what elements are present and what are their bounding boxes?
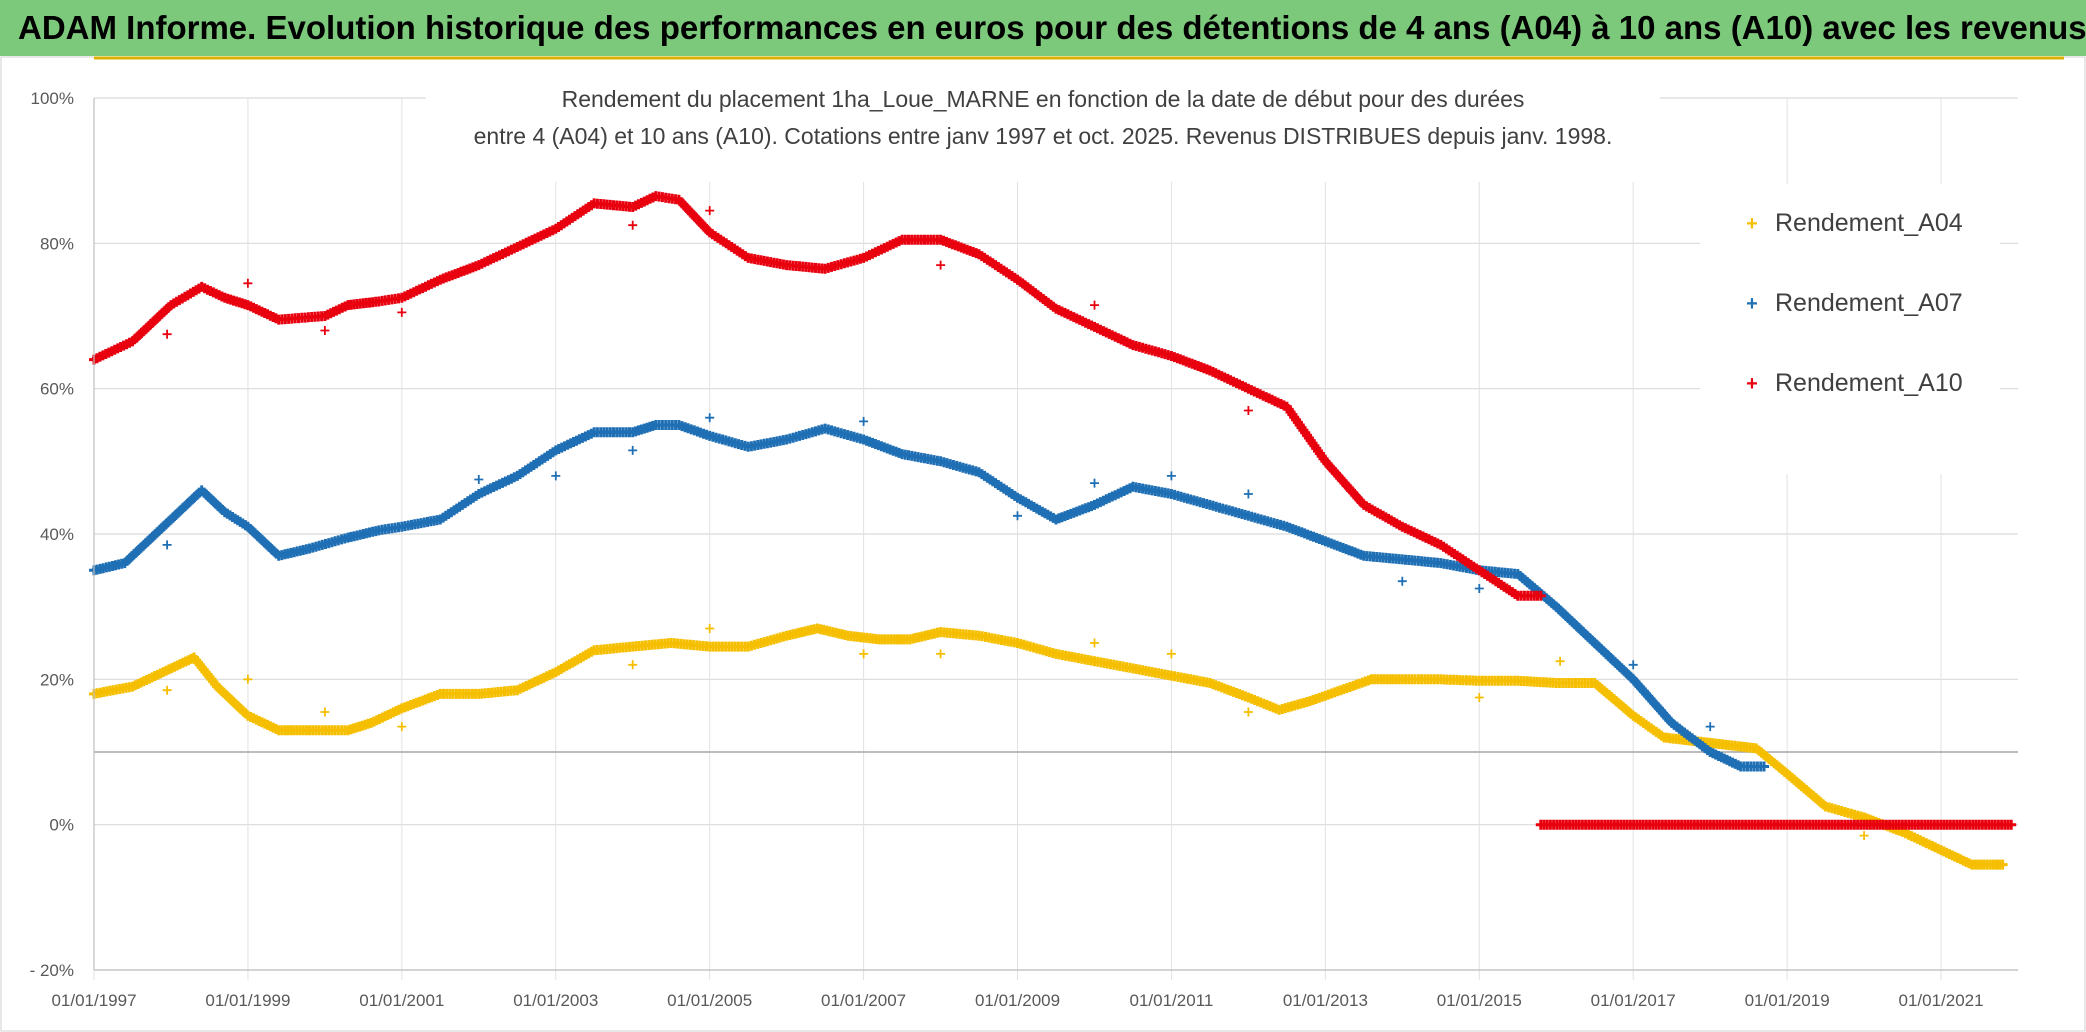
chart-title-line-1: Rendement du placement 1ha_Loue_MARNE en… (562, 86, 1525, 112)
outlier-a10-4 (628, 220, 638, 230)
page-title: ADAM Informe. Evolution historique des p… (0, 0, 2086, 56)
outlier-a07-1 (474, 475, 484, 484)
outlier-a10-7 (1090, 300, 1099, 310)
outlier-a10-0 (162, 329, 172, 339)
legend-background (1700, 184, 2000, 474)
outlier-a04-2 (320, 707, 330, 717)
marker-a04-637 (1997, 859, 2008, 870)
y-tick-label-3: 40% (40, 525, 74, 544)
outlier-a07-8 (1166, 471, 1176, 481)
outlier-a07-12 (1628, 660, 1638, 670)
outlier-a10-3 (397, 307, 407, 317)
outlier-a04-10 (1243, 707, 1253, 717)
outlier-a07-0 (162, 540, 172, 550)
x-tick-label-3: 01/01/2003 (513, 991, 598, 1010)
outlier-a07-4 (705, 413, 715, 423)
legend-item-a10: + Rendement_A10 (1746, 369, 1962, 397)
x-tick-label-12: 01/01/2021 (1898, 991, 1983, 1010)
outlier-a04-0 (162, 685, 172, 695)
outlier-a04-7 (936, 649, 946, 659)
outlier-a07-10 (1397, 576, 1407, 586)
x-tick-label-7: 01/01/2011 (1130, 991, 1214, 1010)
marker-a07-579 (1759, 761, 1769, 772)
y-tick-label-4: 20% (40, 670, 74, 689)
legend-label-a10: Rendement_A10 (1775, 369, 1963, 397)
outlier-a04-13 (1859, 831, 1869, 841)
x-tick-label-8: 01/01/2013 (1283, 991, 1368, 1010)
chart-title: Rendement du placement 1ha_Loue_MARNE en… (426, 78, 1660, 182)
x-tick-label-11: 01/01/2019 (1745, 991, 1830, 1010)
legend-item-a07: + Rendement_A07 (1746, 289, 1962, 317)
outlier-a04-6 (859, 649, 869, 659)
x-tick-label-2: 01/01/2001 (359, 991, 444, 1010)
x-tick-label-0: 01/01/1997 (51, 991, 136, 1010)
chart-area: 100% 80% 60% 40% 20% 0% - 20% 01/01/1997 01/01/1… (0, 56, 2086, 1032)
outlier-a04-1 (243, 674, 253, 684)
outlier-a10-6 (936, 260, 946, 270)
x-tick-label-5: 01/01/2007 (821, 991, 906, 1010)
outlier-a10-8 (1243, 406, 1253, 415)
series-a07 (89, 413, 1769, 772)
chart-title-background (426, 78, 1660, 182)
outlier-a04-12 (1555, 656, 1565, 666)
x-tick-label-4: 01/01/2005 (667, 991, 752, 1010)
legend-label-a04: Rendement_A04 (1775, 209, 1963, 237)
outlier-a10-1 (243, 278, 253, 288)
outlier-a07-11 (1474, 584, 1484, 593)
outlier-a04-5 (705, 624, 715, 633)
x-tick-label-6: 01/01/2009 (975, 991, 1060, 1010)
y-tick-label-6: - 20% (30, 961, 74, 980)
legend-marker-a04: + (1746, 213, 1758, 235)
outlier-a04-3 (397, 722, 407, 732)
legend: + Rendement_A04 + Rendement_A07 + Rendem… (1700, 184, 2000, 474)
y-tick-label-0: 100% (31, 89, 74, 108)
legend-marker-a10: + (1746, 373, 1758, 395)
x-tick-label-10: 01/01/2017 (1591, 991, 1676, 1010)
y-tick-label-1: 80% (40, 234, 74, 253)
outlier-a10-5 (705, 206, 715, 216)
outlier-a07-7 (1090, 478, 1099, 488)
chart-svg: 100% 80% 60% 40% 20% 0% - 20% 01/01/1997 01/01/1… (0, 56, 2086, 1032)
outlier-a07-5 (859, 416, 869, 426)
outlier-a07-3 (628, 445, 638, 455)
x-tick-label-9: 01/01/2015 (1437, 991, 1522, 1010)
x-tick-label-1: 01/01/1999 (205, 991, 290, 1010)
marker-a10-509 (1535, 590, 1546, 601)
outlier-a07-2 (551, 471, 561, 481)
outlier-a04-9 (1166, 649, 1176, 659)
zero-segment-a10 (1535, 819, 2017, 830)
outlier-a07-6 (1013, 511, 1022, 521)
outlier-a04-4 (628, 660, 638, 670)
outlier-a04-11 (1474, 693, 1484, 702)
legend-item-a04: + Rendement_A04 (1746, 209, 1963, 237)
zero-marker-a10-147 (2006, 819, 2017, 830)
outlier-a07-9 (1243, 489, 1253, 499)
outlier-a04-8 (1090, 638, 1099, 648)
outlier-a10-2 (320, 326, 330, 335)
legend-marker-a07: + (1746, 293, 1758, 315)
series-layer (89, 191, 2017, 870)
legend-label-a07: Rendement_A07 (1775, 289, 1963, 317)
y-tick-label-2: 60% (40, 380, 74, 399)
axis-layer: 100% 80% 60% 40% 20% 0% - 20% 01/01/1997 01/01/1… (30, 89, 2018, 1010)
outlier-a07-13 (1705, 722, 1715, 732)
y-tick-label-5: 0% (49, 816, 74, 835)
chart-title-line-2: entre 4 (A04) et 10 ans (A10). Cotations… (474, 123, 1613, 149)
series-a10 (89, 191, 2017, 830)
